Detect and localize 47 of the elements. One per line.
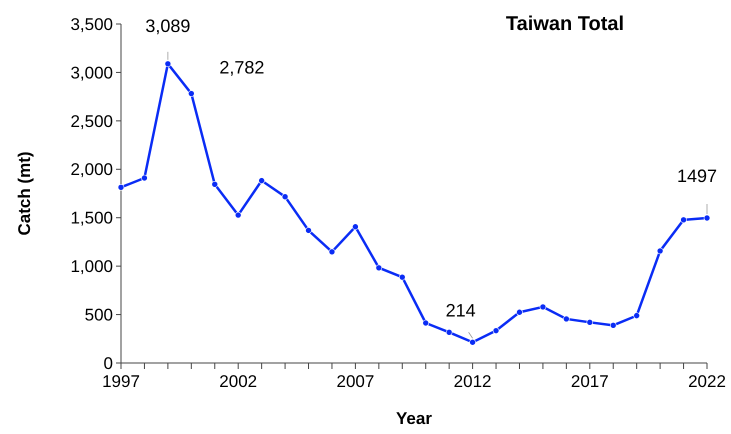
y-tick-label: 2,500 bbox=[70, 112, 113, 131]
point bbox=[305, 227, 312, 234]
point bbox=[610, 322, 617, 329]
y-tick-label: 1,500 bbox=[70, 208, 113, 228]
point bbox=[540, 304, 546, 310]
point bbox=[469, 338, 476, 346]
point bbox=[492, 327, 500, 334]
x-tick-label: 2002 bbox=[219, 372, 258, 391]
point bbox=[422, 320, 430, 326]
point bbox=[328, 248, 336, 256]
annotation: 214 bbox=[446, 300, 476, 320]
y-tick-label: 1,000 bbox=[70, 257, 113, 276]
point bbox=[282, 193, 288, 200]
point bbox=[656, 248, 664, 254]
point bbox=[258, 177, 265, 184]
point bbox=[398, 274, 406, 280]
point bbox=[516, 308, 523, 316]
point bbox=[188, 90, 195, 97]
y-tick-label: 3,500 bbox=[70, 14, 113, 34]
y-tick-label: 3,000 bbox=[70, 63, 113, 82]
point bbox=[446, 328, 452, 336]
point bbox=[563, 316, 570, 322]
x-axis-title: Year bbox=[396, 409, 432, 428]
point bbox=[118, 184, 124, 191]
annotation: 1497 bbox=[676, 166, 718, 186]
x-tick-label: 2022 bbox=[688, 372, 726, 391]
y-tick-label: 500 bbox=[84, 306, 113, 325]
point bbox=[352, 223, 359, 230]
chart-title: Taiwan Total bbox=[506, 13, 624, 35]
annotation: 3,089 bbox=[145, 16, 190, 36]
y-axis-title: Catch (mt) bbox=[15, 151, 34, 236]
point bbox=[633, 312, 640, 319]
x-tick-label: 2007 bbox=[336, 372, 374, 391]
x-tick-label: 2012 bbox=[454, 372, 492, 391]
point bbox=[680, 216, 687, 224]
y-tick-label: 2,000 bbox=[70, 160, 113, 180]
point bbox=[704, 214, 710, 222]
x-tick-label: 1997 bbox=[102, 372, 140, 391]
y-tick-label: 0 bbox=[104, 354, 113, 373]
point bbox=[211, 181, 218, 188]
point bbox=[164, 60, 172, 68]
annotation: 2,782 bbox=[219, 58, 264, 78]
point bbox=[234, 212, 242, 218]
point bbox=[586, 319, 594, 326]
point bbox=[141, 174, 148, 182]
x-tick-label: 2017 bbox=[570, 372, 609, 391]
point bbox=[376, 264, 382, 272]
